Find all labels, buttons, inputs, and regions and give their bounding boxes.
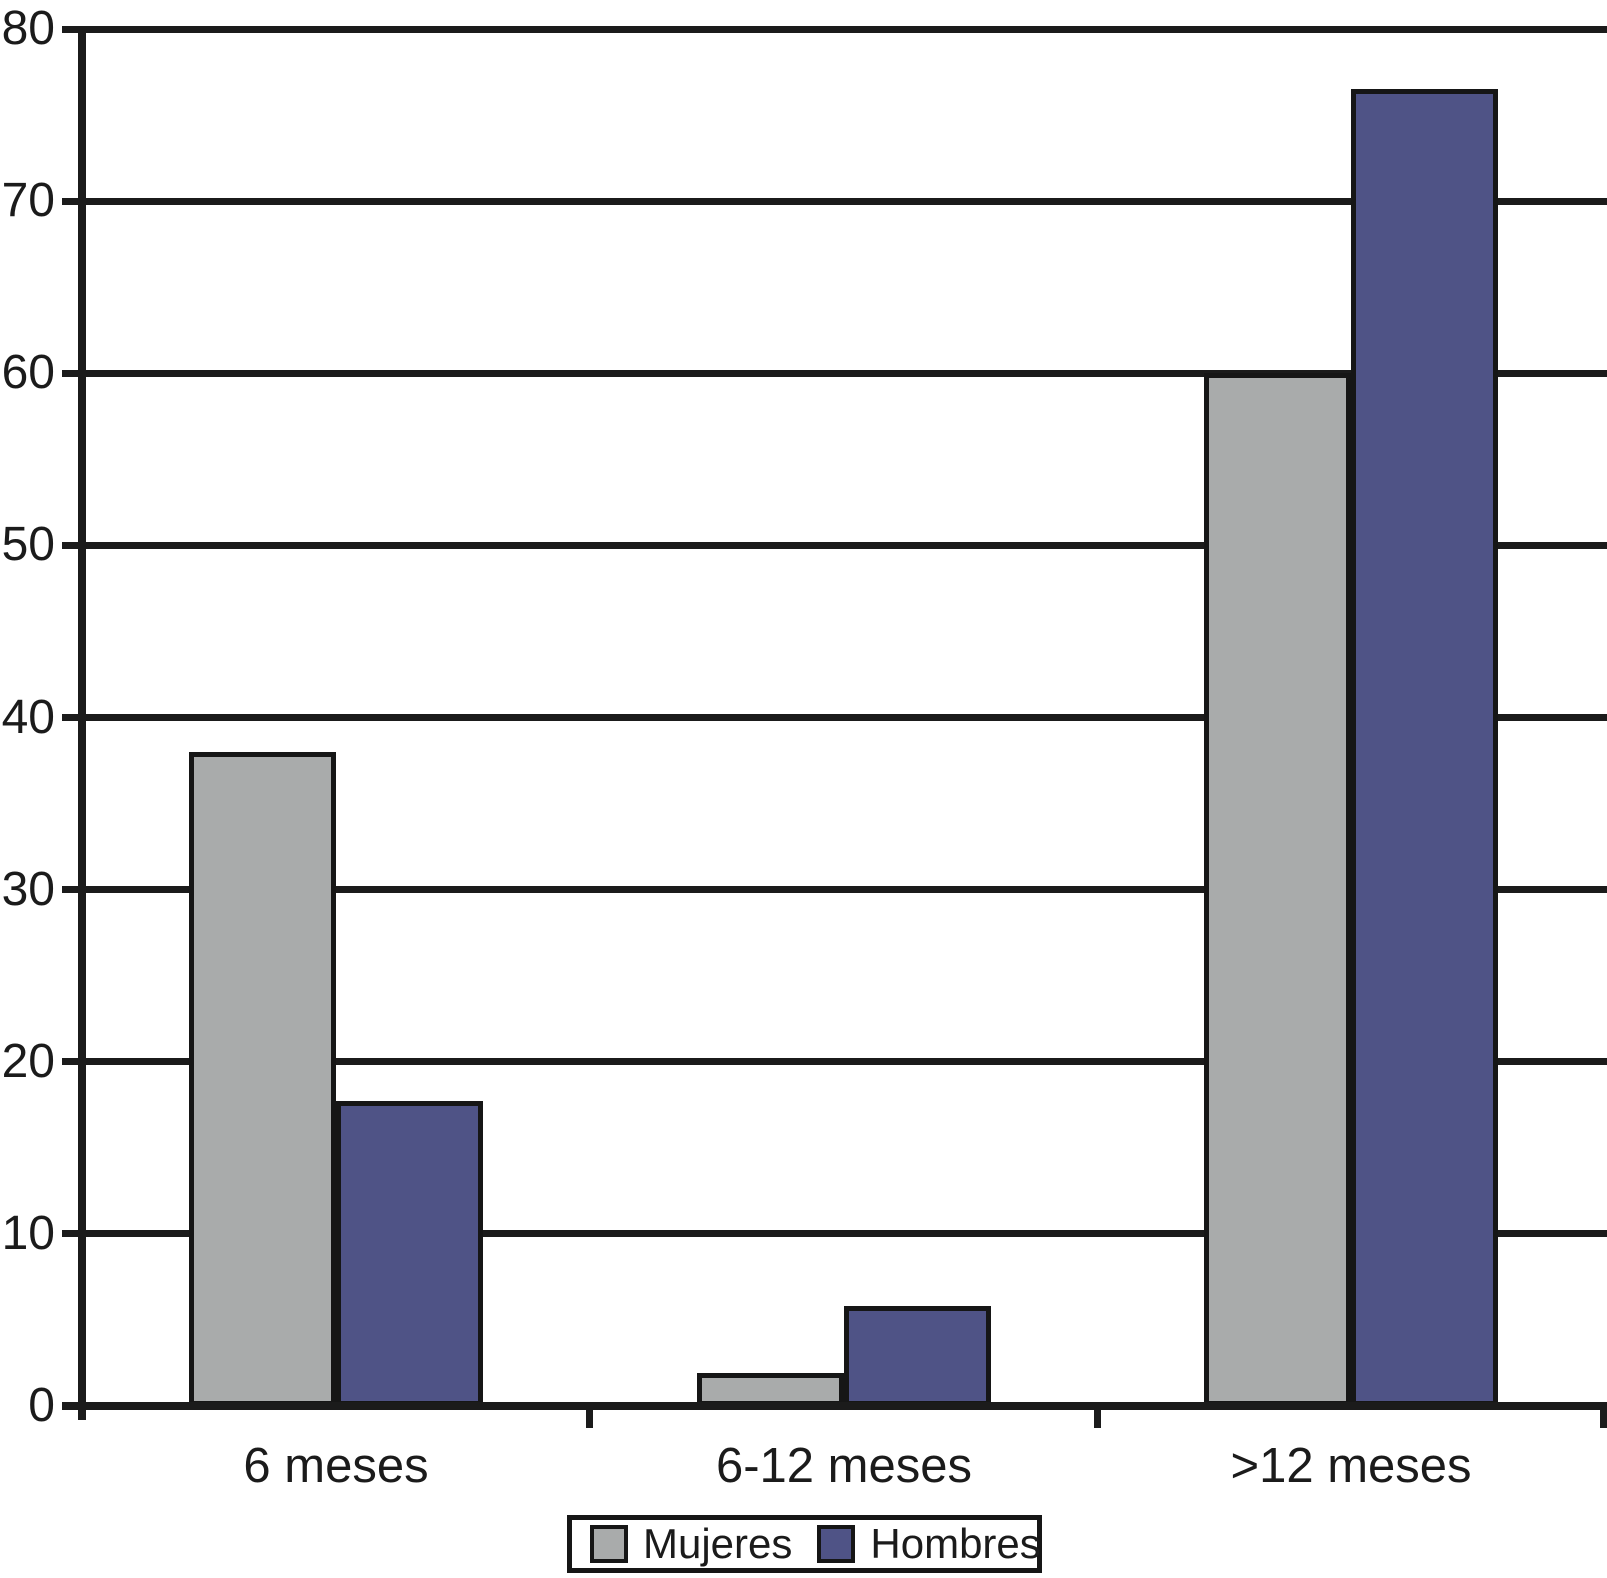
gridline-10 <box>62 1230 1607 1237</box>
x-axis-tick-3 <box>1600 1402 1607 1428</box>
gridline-50 <box>62 542 1607 549</box>
bar-hombres-3 <box>1351 89 1498 1406</box>
y-axis-line <box>78 26 86 1420</box>
x-axis-tick-2 <box>1094 1402 1101 1428</box>
legend-swatch-mujeres-icon <box>590 1525 628 1563</box>
y-tick-label-50: 50 <box>1 518 55 571</box>
y-tick-label-70: 70 <box>1 174 55 227</box>
bar-hombres-1 <box>336 1101 483 1406</box>
y-tick-label-60: 60 <box>1 346 55 399</box>
x-axis-tick-1 <box>586 1402 593 1428</box>
x-axis-line <box>62 1402 1607 1410</box>
gridline-30 <box>62 886 1607 893</box>
bar-hombres-2 <box>844 1306 991 1406</box>
bar-mujeres-1 <box>189 752 336 1406</box>
gridline-80 <box>62 26 1607 33</box>
gridline-70 <box>62 198 1607 205</box>
legend: Mujeres Hombres <box>567 1515 1042 1573</box>
gridline-40 <box>62 714 1607 721</box>
y-tick-label-20: 20 <box>1 1035 55 1088</box>
x-axis-label-6-meses: 6 meses <box>243 1439 429 1493</box>
x-axis-label-gt12-meses: >12 meses <box>1230 1439 1472 1493</box>
legend-label-mujeres: Mujeres <box>643 1520 793 1567</box>
legend-label-hombres: Hombres <box>870 1520 1041 1567</box>
legend-entry-mujeres: Mujeres <box>590 1523 817 1565</box>
gridline-60 <box>62 370 1607 377</box>
y-tick-label-0: 0 <box>28 1379 55 1432</box>
x-axis-label-6-12-meses: 6-12 meses <box>715 1439 972 1493</box>
legend-swatch-hombres-icon <box>817 1525 856 1563</box>
bar-mujeres-3 <box>1204 373 1351 1406</box>
gridline-20 <box>62 1058 1607 1065</box>
legend-entry-hombres: Hombres <box>817 1523 1065 1565</box>
y-tick-label-80: 80 <box>1 2 55 55</box>
y-tick-label-40: 40 <box>1 691 55 744</box>
y-tick-label-10: 10 <box>1 1207 55 1260</box>
y-tick-label-30: 30 <box>1 863 55 916</box>
